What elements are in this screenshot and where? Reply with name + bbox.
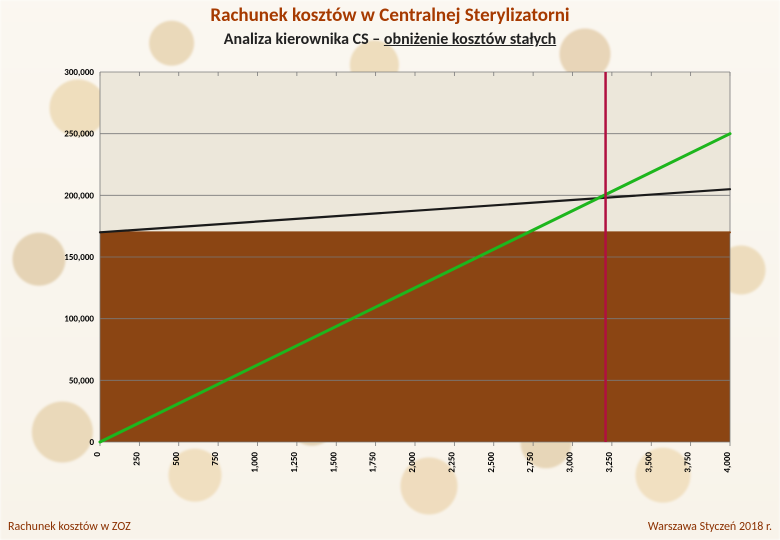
svg-text:1,500: 1,500	[328, 452, 339, 473]
svg-text:150,000: 150,000	[64, 252, 94, 263]
svg-text:750: 750	[210, 452, 221, 466]
svg-text:50,000: 50,000	[69, 375, 95, 386]
svg-text:250,000: 250,000	[64, 129, 94, 140]
svg-text:1,000: 1,000	[250, 452, 261, 473]
footer-left: Rachunek kosztów w ZOZ	[8, 520, 131, 534]
svg-text:200,000: 200,000	[64, 190, 94, 201]
svg-text:3,000: 3,000	[565, 452, 576, 473]
svg-text:2,250: 2,250	[446, 452, 457, 473]
svg-text:3,500: 3,500	[643, 452, 654, 473]
page-subtitle: Analiza kierownika CS – obniżenie kosztó…	[0, 30, 780, 49]
svg-text:500: 500	[171, 452, 182, 466]
cost-analysis-chart: 0 50,000 100,000 150,000 200,000 250,000 300,0…	[40, 62, 740, 502]
page-title: Rachunek kosztów w Centralnej Sterylizat…	[0, 4, 780, 27]
svg-text:3,750: 3,750	[683, 452, 694, 473]
svg-text:250: 250	[131, 452, 142, 466]
svg-text:4,000: 4,000	[722, 452, 733, 473]
svg-text:1,750: 1,750	[368, 452, 379, 473]
svg-text:300,000: 300,000	[64, 67, 94, 78]
subtitle-prefix: Analiza kierownika CS –	[224, 30, 384, 49]
footer-right: Warszawa Styczeń 2018 r.	[648, 520, 772, 534]
svg-text:2,000: 2,000	[407, 452, 418, 473]
svg-text:100,000: 100,000	[64, 314, 94, 325]
svg-text:3,250: 3,250	[604, 452, 615, 473]
subtitle-underlined: obniżenie kosztów stałych	[384, 30, 556, 49]
svg-text:1,250: 1,250	[289, 452, 300, 473]
chart-svg: 0 50,000 100,000 150,000 200,000 250,000 300,0…	[40, 62, 740, 502]
svg-text:2,500: 2,500	[486, 452, 497, 473]
svg-text:0: 0	[89, 437, 94, 448]
svg-text:2,750: 2,750	[525, 452, 536, 473]
svg-text:0: 0	[92, 452, 103, 457]
